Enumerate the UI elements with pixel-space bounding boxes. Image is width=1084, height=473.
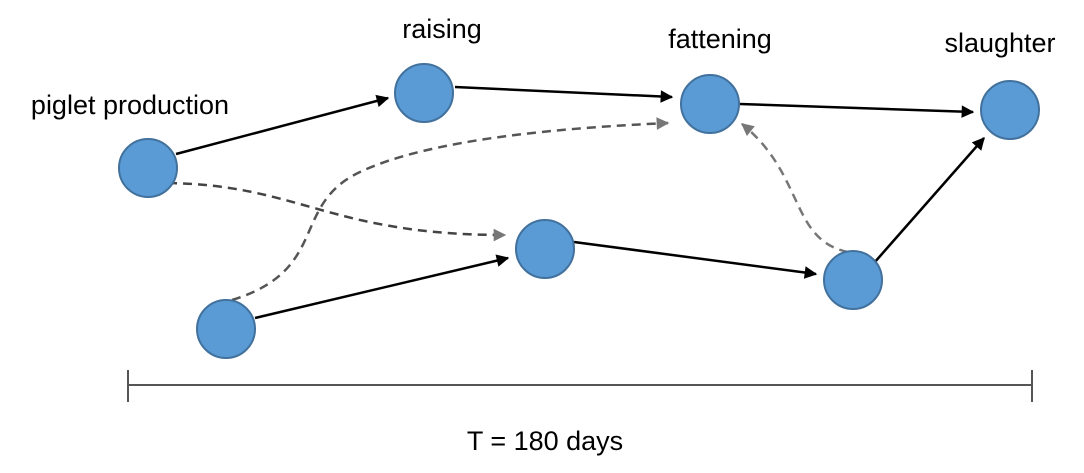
dashed-arrows [167,117,849,302]
dashed-arrow [231,117,670,302]
stage-label: raising [402,14,482,44]
node [680,74,740,134]
stage-label: slaughter [944,28,1055,58]
nodes [118,63,1040,359]
stage-label: piglet production [31,90,229,120]
timeline-label: T = 180 days [467,426,623,456]
timeline [127,370,1033,402]
node [118,138,178,198]
arrow [739,102,975,118]
node [394,63,454,123]
arrow [254,254,510,320]
node [515,219,575,279]
node [196,299,256,359]
dashed-arrow [741,123,849,254]
stage-label: fattening [668,24,772,54]
arrow [454,85,674,103]
solid-arrows [175,85,985,320]
arrow [573,240,818,279]
arrow [175,94,390,156]
dashed-arrow [167,181,507,242]
arrow [873,137,985,264]
node [980,80,1040,140]
node [823,250,883,310]
